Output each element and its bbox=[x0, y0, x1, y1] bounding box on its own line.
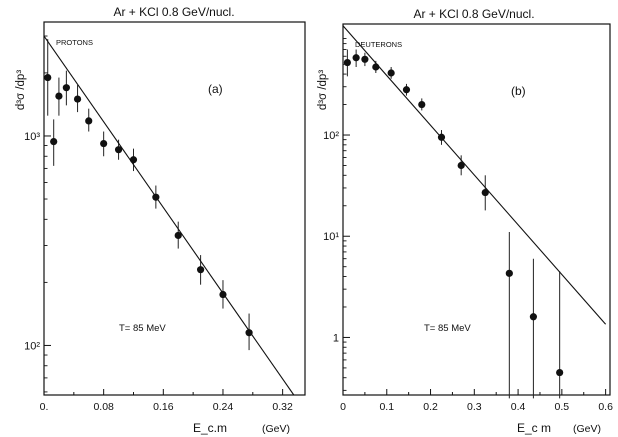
panel-a-x-unit: (GeV) bbox=[262, 423, 290, 435]
panel-b-frame bbox=[342, 23, 611, 396]
panel-a-data-point bbox=[73, 95, 82, 103]
panel-b-x-tick-label: 0.3 bbox=[467, 401, 482, 413]
panel-a: Ar + KCl 0.8 GeV/nucl. PROTONS (a) T= 85… bbox=[15, 5, 306, 435]
panel-a-fit-line bbox=[43, 35, 295, 396]
panel-a-data-point bbox=[85, 117, 93, 125]
panel-b-data-point bbox=[505, 269, 513, 277]
panel-b-x-tick-label: 0.1 bbox=[379, 401, 394, 413]
panel-a-data-point bbox=[44, 73, 52, 82]
panel-a-y-tick-label: 10² bbox=[24, 340, 40, 352]
panel-a-x-tick-label: 0.08 bbox=[93, 401, 114, 413]
panel-b-data-point bbox=[402, 86, 411, 94]
panel-a-data-point bbox=[114, 146, 123, 154]
panel-b-title: Ar + KCl 0.8 GeV/nucl. bbox=[413, 7, 534, 21]
panel-b-errorbars bbox=[346, 49, 561, 399]
panel-a-frame bbox=[43, 21, 306, 396]
panel-a-data-point bbox=[55, 92, 63, 100]
panel-b-x-tick-label: 0.5 bbox=[555, 401, 570, 413]
panel-b-ticks: 0 0.1 0.2 0.3 0.4 0.5 0.6 10² 10¹ 1 bbox=[323, 37, 613, 413]
panel-b-x-tick-label: 0.4 bbox=[511, 401, 526, 413]
panel-a-x-tick-label: 0.16 bbox=[153, 401, 174, 413]
panel-b: Ar + KCl 0.8 GeV/nucl. DEUTERONS (b) T= … bbox=[317, 7, 613, 435]
panel-a-x-tick-label: 0. bbox=[40, 401, 49, 413]
panel-a-title: Ar + KCl 0.8 GeV/nucl. bbox=[113, 5, 234, 19]
panel-a-annotation: T= 85 MeV bbox=[119, 323, 166, 334]
panel-b-panel-label: (b) bbox=[511, 84, 526, 98]
panel-a-points bbox=[44, 73, 253, 337]
panel-b-data-point bbox=[418, 100, 426, 109]
panel-b-y-tick-label: 10¹ bbox=[323, 231, 339, 243]
panel-b-x-tick-label: 0 bbox=[340, 401, 346, 413]
panel-a-y-tick-label: 10³ bbox=[24, 131, 40, 143]
panel-b-data-point bbox=[556, 368, 564, 377]
panel-a-x-tick-label: 0.24 bbox=[213, 401, 234, 413]
panel-b-x-axis-label: E_c m bbox=[517, 421, 551, 435]
panel-b-data-point bbox=[372, 63, 380, 71]
panel-a-x-axis-label: E_c.m bbox=[193, 421, 227, 435]
panel-b-y-tick-label: 1 bbox=[333, 332, 339, 344]
panel-b-data-point bbox=[529, 313, 538, 321]
panel-a-ticks: 0. 0.08 0.16 0.24 0.32 10³ 10² bbox=[24, 35, 293, 413]
panel-a-data-point bbox=[50, 137, 58, 146]
panel-b-x-unit: (GeV) bbox=[573, 423, 601, 435]
panel-a-data-point bbox=[129, 156, 138, 164]
panel-b-y-tick-label: 10² bbox=[323, 130, 339, 142]
panel-b-fit-line bbox=[342, 25, 607, 325]
panel-b-y-axis-label: d³σ /dp³ bbox=[317, 70, 329, 111]
panel-a-data-point bbox=[197, 266, 205, 274]
panel-a-y-axis-label: d³σ /dp³ bbox=[15, 70, 27, 111]
panel-b-x-tick-label: 0.6 bbox=[598, 401, 613, 413]
panel-a-data-point bbox=[62, 84, 70, 92]
panel-b-data-point bbox=[361, 55, 369, 63]
panel-a-data-point bbox=[100, 139, 108, 148]
panel-a-data-point bbox=[245, 329, 253, 337]
panel-b-data-point bbox=[457, 161, 465, 170]
panel-b-data-point bbox=[343, 58, 351, 67]
panel-b-species-label: DEUTERONS bbox=[355, 40, 402, 49]
panel-b-data-point bbox=[352, 54, 360, 62]
panel-b-x-tick-label: 0.2 bbox=[423, 401, 438, 413]
panel-b-annotation: T= 85 MeV bbox=[424, 323, 471, 334]
panel-b-data-point bbox=[481, 188, 489, 197]
panel-a-data-point bbox=[174, 231, 182, 240]
panel-a-panel-label: (a) bbox=[208, 82, 223, 96]
panel-a-x-tick-label: 0.32 bbox=[272, 401, 293, 413]
panel-a-species-label: PROTONS bbox=[56, 38, 93, 47]
panel-b-data-point bbox=[387, 69, 395, 77]
